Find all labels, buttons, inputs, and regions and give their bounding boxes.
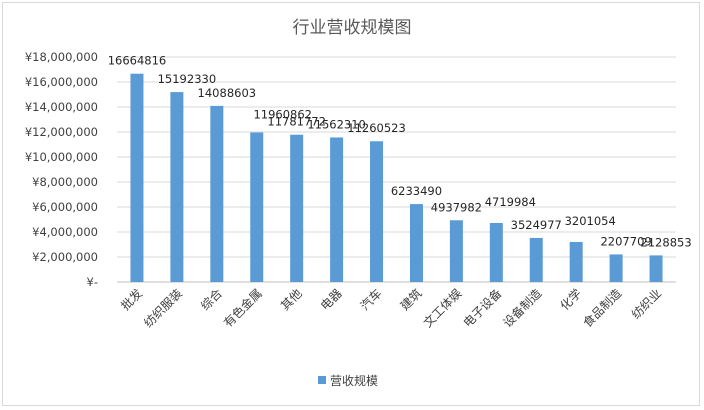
bar	[250, 132, 264, 282]
y-tick-label: ¥12,000,000	[25, 125, 98, 139]
category-label: 化学	[557, 286, 585, 314]
y-tick-label: ¥14,000,000	[25, 100, 98, 114]
category-label: 设备制造	[501, 286, 545, 330]
category-label: 汽车	[357, 286, 385, 314]
data-label: 14088603	[198, 86, 257, 100]
data-label: 2128853	[640, 235, 691, 249]
category-label: 纺织服装	[141, 286, 185, 330]
data-label: 11781772	[267, 115, 326, 129]
chart-frame	[2, 2, 700, 406]
category-label: 批发	[117, 286, 145, 314]
y-tick-label: ¥18,000,000	[25, 50, 98, 64]
legend: 营收规模	[318, 373, 378, 388]
y-tick-label: ¥16,000,000	[25, 75, 98, 89]
data-label: 3201054	[565, 214, 616, 228]
data-label: 3524977	[511, 218, 562, 232]
y-axis-tick-labels: ¥- ¥2,000,000 ¥4,000,000 ¥6,000,000 ¥8,000,0…	[25, 50, 98, 289]
bars	[130, 73, 663, 283]
chart-title: 行业营收规模图	[293, 18, 412, 38]
y-tick-label: ¥6,000,000	[32, 200, 98, 214]
category-label: 文工体娱	[420, 286, 465, 331]
data-label: 11960862	[253, 107, 312, 121]
bar	[290, 134, 304, 282]
data-label: 4719984	[485, 195, 536, 209]
legend-label: 营收规模	[330, 373, 378, 388]
legend-swatch	[318, 376, 326, 384]
data-label: 15192330	[158, 72, 217, 86]
category-label: 有色金属	[220, 286, 265, 331]
y-tick-label: ¥4,000,000	[32, 225, 98, 239]
data-label: 11260523	[347, 121, 406, 135]
data-label: 16664816	[108, 54, 167, 68]
data-label: 4937982	[431, 200, 482, 214]
data-label: 11562310	[307, 117, 366, 131]
y-tick-label: ¥-	[87, 275, 98, 289]
bar	[449, 220, 463, 282]
bar	[489, 223, 503, 282]
category-label: 综合	[197, 286, 225, 314]
bar	[529, 237, 543, 282]
category-label: 电子设备	[461, 286, 505, 330]
bar	[649, 255, 663, 282]
category-label: 纺织业	[629, 286, 664, 321]
bar	[170, 92, 184, 282]
y-tick-label: ¥10,000,000	[25, 150, 98, 164]
bar	[130, 73, 144, 283]
y-tick-label: ¥8,000,000	[32, 175, 98, 189]
data-label: 2207709	[600, 234, 651, 248]
category-label: 食品制造	[580, 286, 625, 331]
category-label: 电器	[318, 286, 345, 313]
bar	[210, 105, 224, 283]
category-label: 建筑	[397, 286, 425, 314]
category-label: 其他	[278, 286, 305, 313]
bar	[370, 141, 384, 282]
bar	[609, 254, 623, 282]
gridlines	[117, 56, 676, 283]
y-tick-label: ¥2,000,000	[32, 250, 98, 264]
bar	[409, 204, 423, 282]
data-label: 6233490	[391, 184, 442, 198]
bar	[569, 241, 583, 282]
bar	[330, 137, 344, 282]
